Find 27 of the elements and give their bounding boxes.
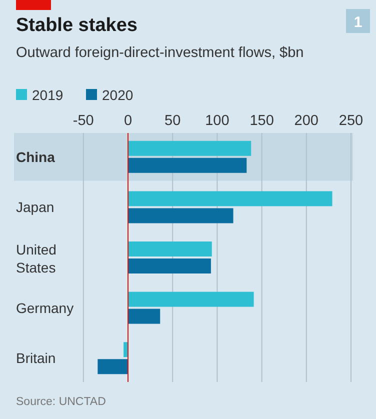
bar (128, 158, 247, 173)
bar (128, 208, 234, 224)
source-note: Source: UNCTAD (16, 396, 106, 408)
chart-subtitle: Outward foreign-direct-investment flows, $bn (16, 45, 304, 61)
bar (98, 359, 128, 374)
y-tick-label: Britain (16, 350, 56, 366)
bar (128, 258, 211, 274)
bar (128, 308, 160, 324)
bar (128, 191, 332, 206)
legend-label: 2019 (32, 87, 64, 103)
y-tick-label: United States (16, 242, 56, 276)
x-tick-label: 200 (294, 113, 318, 129)
legend-label: 2020 (102, 87, 134, 103)
bar (128, 292, 254, 307)
x-tick-label: 150 (250, 113, 274, 129)
chart-title: Stable stakes (16, 15, 138, 36)
x-tick-label: -50 (72, 113, 94, 129)
y-tick-label: Japan (16, 199, 54, 216)
bar (128, 242, 212, 256)
x-tick-label: 250 (338, 113, 364, 129)
bar (128, 140, 252, 156)
x-tick-label: 50 (164, 113, 181, 129)
x-tick-label: 100 (205, 113, 230, 129)
x-tick-label: 0 (124, 113, 132, 129)
y-tick-label: China (16, 148, 56, 165)
y-tick-label: Germany (16, 300, 74, 316)
text: 1 (354, 14, 362, 31)
